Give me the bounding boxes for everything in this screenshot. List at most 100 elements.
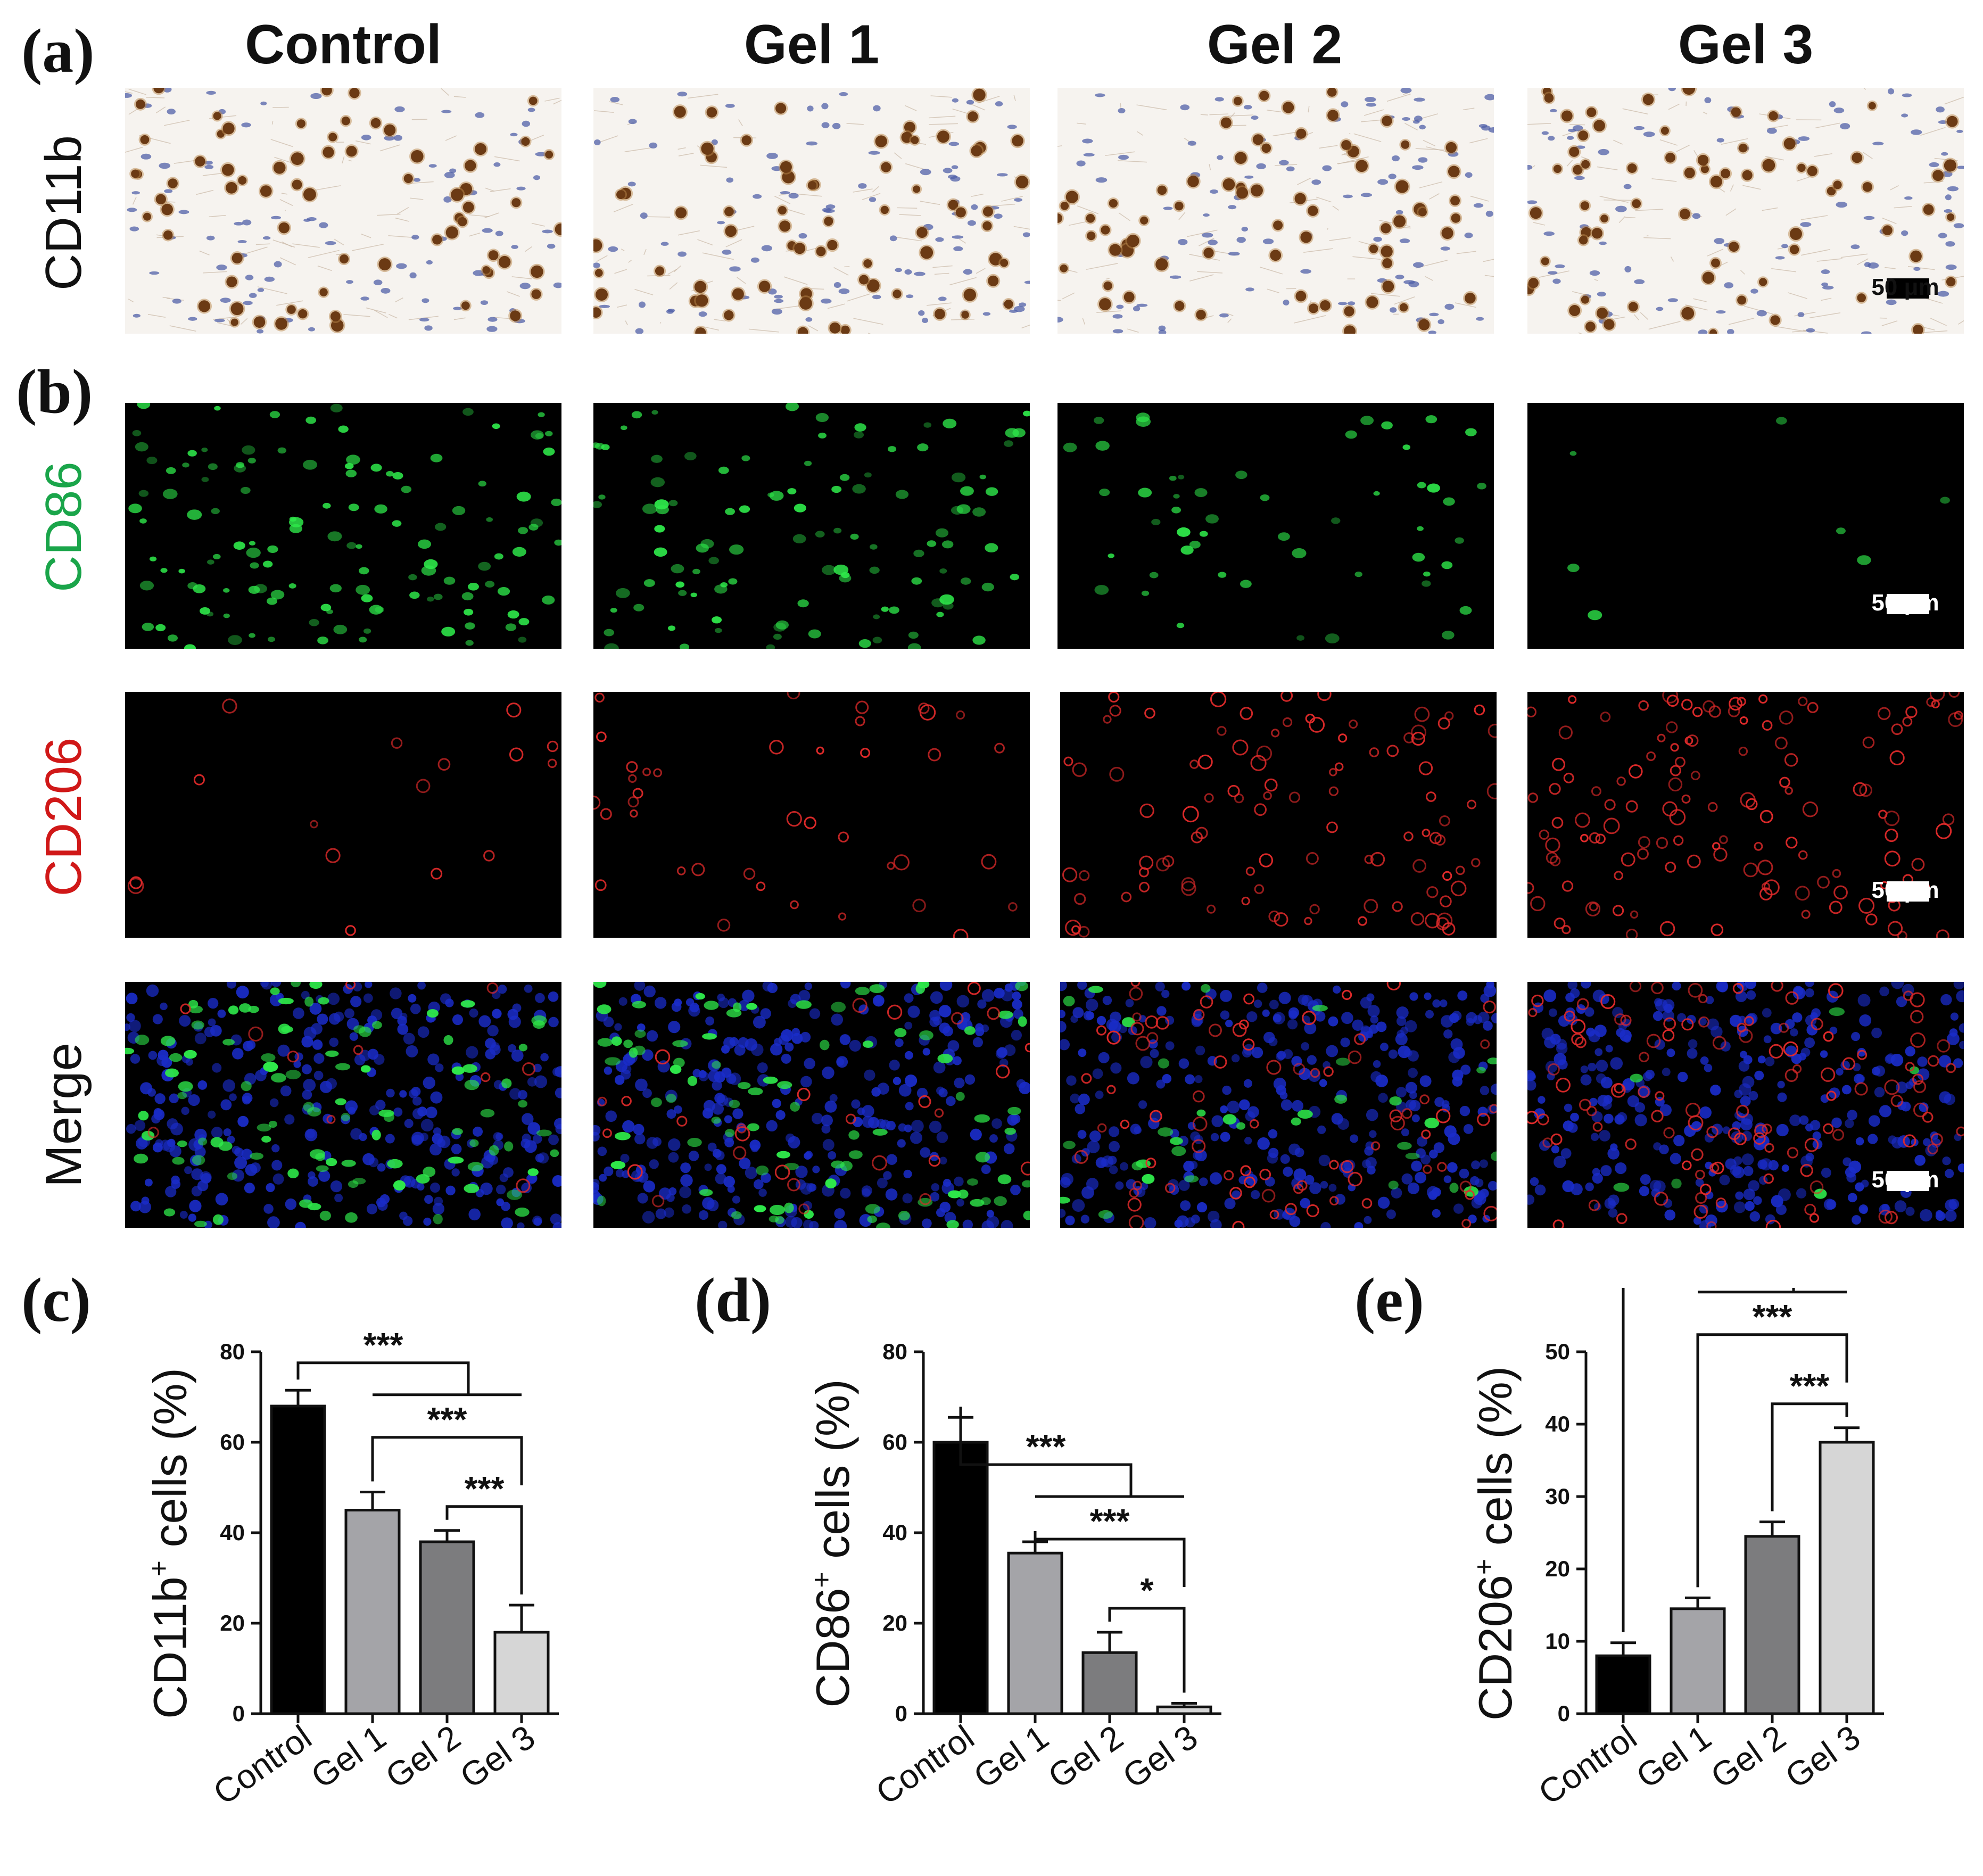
x-tick-label: Gel 1 xyxy=(966,1717,1055,1796)
x-tick-label: Gel 2 xyxy=(1704,1717,1792,1796)
fluor-cd206-gel1 xyxy=(593,692,1030,938)
x-tick-label: Control xyxy=(206,1717,318,1812)
panel-label-a: (a) xyxy=(21,15,95,87)
micrograph-cd11b-control xyxy=(125,88,561,334)
bar xyxy=(420,1542,474,1714)
bar xyxy=(1597,1656,1650,1714)
fluor-merge-gel1 xyxy=(593,982,1030,1228)
y-tick-label: 80 xyxy=(882,1339,907,1364)
significance-label: *** xyxy=(465,1469,505,1508)
scale-bar-label: 50 μm xyxy=(1863,590,1948,616)
panel-label-d: (d) xyxy=(695,1264,771,1336)
y-tick-label: 0 xyxy=(1558,1701,1570,1726)
micrograph-canvas xyxy=(593,692,1030,938)
scale-bar-cd86: 50 μm xyxy=(1863,590,1929,614)
bar xyxy=(1158,1707,1211,1714)
x-tick-label: Gel 2 xyxy=(1041,1717,1130,1796)
significance-label: * xyxy=(1141,1571,1154,1609)
y-tick-label: 0 xyxy=(895,1701,907,1726)
bar xyxy=(346,1510,399,1714)
micrograph-canvas xyxy=(125,88,561,334)
significance-label: *** xyxy=(363,1326,403,1364)
column-title-gel3: Gel 3 xyxy=(1527,13,1964,77)
x-tick-label: Gel 1 xyxy=(304,1717,393,1796)
y-tick-label: 20 xyxy=(882,1610,907,1635)
micrograph-canvas xyxy=(125,692,561,938)
micrograph-canvas xyxy=(593,88,1030,334)
scale-bar-merge: 50 μm xyxy=(1863,1167,1929,1191)
bar xyxy=(1820,1442,1873,1714)
fluor-cd86-gel2 xyxy=(1057,403,1494,649)
y-tick-label: 20 xyxy=(1545,1556,1570,1581)
y-axis-label: CD206+ cells (%) xyxy=(1469,1366,1522,1721)
fluor-merge-control xyxy=(125,982,561,1228)
y-tick-label: 80 xyxy=(220,1339,245,1364)
scale-bar-cd206: 50 μm xyxy=(1863,877,1929,902)
column-title-gel1: Gel 1 xyxy=(593,13,1030,77)
micrograph-canvas xyxy=(593,403,1030,649)
y-axis-label: CD11b+ cells (%) xyxy=(144,1368,196,1719)
y-tick-label: 20 xyxy=(220,1610,245,1635)
y-tick-label: 30 xyxy=(1545,1484,1570,1509)
micrograph-canvas xyxy=(125,403,561,649)
fluor-cd206-gel2 xyxy=(1060,692,1497,938)
scale-bar-label: 50 μm xyxy=(1863,274,1948,301)
y-tick-label: 50 xyxy=(1545,1339,1570,1364)
x-tick-label: Gel 3 xyxy=(1116,1717,1204,1796)
y-tick-label: 0 xyxy=(233,1701,245,1726)
bar xyxy=(1009,1553,1062,1714)
column-title-control: Control xyxy=(125,13,561,77)
micrograph-canvas xyxy=(1060,982,1497,1228)
y-tick-label: 60 xyxy=(882,1429,907,1454)
x-tick-label: Gel 3 xyxy=(453,1717,542,1796)
x-tick-label: Gel 2 xyxy=(378,1717,467,1796)
micrograph-canvas xyxy=(593,982,1030,1228)
x-tick-label: Gel 1 xyxy=(1629,1717,1718,1796)
significance-label: *** xyxy=(1090,1502,1130,1540)
row-label-merge: Merge xyxy=(35,993,93,1237)
fluor-cd86-control xyxy=(125,403,561,649)
fluor-cd86-gel1 xyxy=(593,403,1030,649)
column-title-gel2: Gel 2 xyxy=(1056,13,1493,77)
significance-label: *** xyxy=(1753,1298,1792,1336)
x-tick-label: Control xyxy=(869,1717,981,1812)
fluor-cd206-control xyxy=(125,692,561,938)
x-tick-label: Gel 3 xyxy=(1778,1717,1867,1796)
panel-label-c: (c) xyxy=(21,1264,91,1336)
bar xyxy=(495,1632,548,1714)
significance-label: *** xyxy=(1790,1367,1830,1405)
bar xyxy=(271,1406,325,1714)
y-axis-label: CD86+ cells (%) xyxy=(806,1379,859,1707)
y-tick-label: 40 xyxy=(1545,1411,1570,1436)
y-tick-label: 10 xyxy=(1545,1629,1570,1654)
scale-bar-ihc: 50 μm xyxy=(1863,274,1929,299)
y-tick-label: 40 xyxy=(220,1520,245,1545)
micrograph-canvas xyxy=(125,982,561,1228)
bar xyxy=(1746,1536,1799,1714)
significance-bracket xyxy=(298,1363,468,1395)
bar xyxy=(934,1442,987,1714)
micrograph-canvas xyxy=(1060,692,1497,938)
bar xyxy=(1083,1652,1136,1714)
fluor-merge-gel2 xyxy=(1060,982,1497,1228)
bar xyxy=(1671,1609,1724,1714)
micrograph-canvas xyxy=(1057,403,1494,649)
scale-bar-label: 50 μm xyxy=(1863,1167,1948,1193)
micrograph-cd11b-gel2 xyxy=(1057,88,1494,334)
row-label-cd11b: CD11b xyxy=(35,90,93,335)
row-label-cd86: CD86 xyxy=(35,404,93,649)
row-label-cd206: CD206 xyxy=(35,695,93,939)
y-tick-label: 60 xyxy=(220,1429,245,1454)
y-tick-label: 40 xyxy=(882,1520,907,1545)
significance-label: *** xyxy=(1026,1427,1066,1466)
panel-label-e: (e) xyxy=(1354,1264,1424,1336)
scale-bar-label: 50 μm xyxy=(1863,877,1948,904)
x-tick-label: Control xyxy=(1532,1717,1643,1812)
significance-label: *** xyxy=(427,1400,467,1439)
